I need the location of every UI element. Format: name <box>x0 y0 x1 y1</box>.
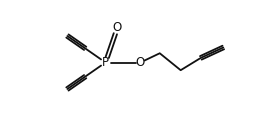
Text: O: O <box>135 56 145 69</box>
Text: O: O <box>112 21 121 34</box>
Text: P: P <box>102 56 108 69</box>
